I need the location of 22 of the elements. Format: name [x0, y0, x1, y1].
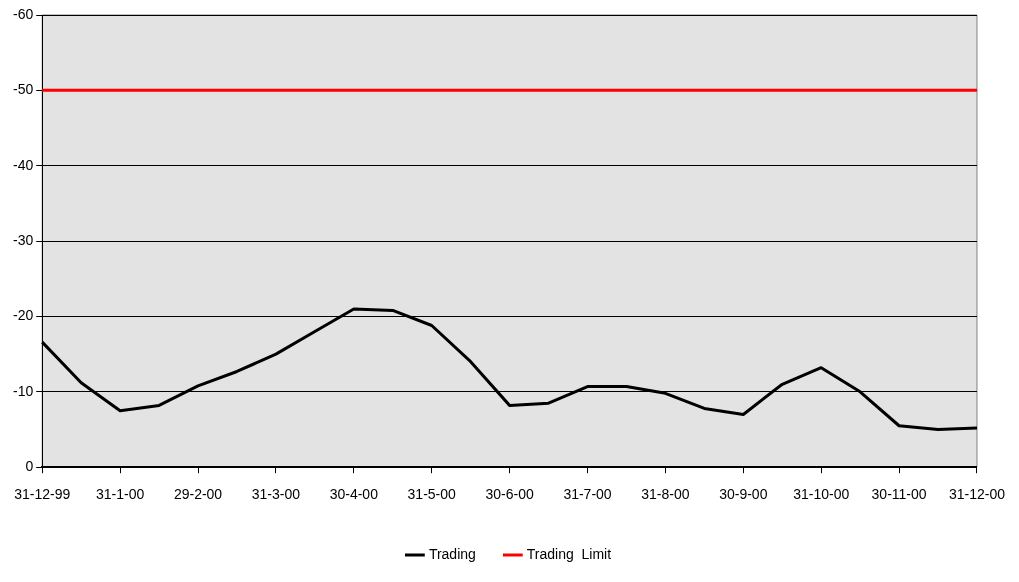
- y-tick-label: 0: [25, 458, 34, 475]
- x-tick-label: 30-9-00: [719, 486, 768, 503]
- y-tick-label: -60: [13, 5, 34, 22]
- y-tick-label: -40: [13, 156, 34, 173]
- x-tick-label: 30-4-00: [329, 486, 379, 503]
- x-tick-label: 29-2-00: [173, 486, 223, 503]
- x-tick-label: 31-1-00: [96, 486, 145, 503]
- y-tick-label: -20: [13, 307, 34, 324]
- legend-label: Trading: [428, 545, 476, 562]
- x-tick-label: 30-6-00: [485, 486, 534, 503]
- x-tick-label: 31-12-99: [14, 486, 71, 503]
- x-tick-label: 31-8-00: [641, 486, 690, 503]
- x-tick-label: 31-12-00: [948, 486, 1006, 503]
- y-tick-label: -30: [13, 231, 34, 248]
- x-tick-label: 31-7-00: [563, 486, 612, 503]
- x-tick-label: 31-10-00: [793, 486, 850, 503]
- y-tick-label: -50: [13, 81, 34, 98]
- x-tick-label: 31-3-00: [251, 486, 301, 503]
- legend-label: Trading Limit: [526, 545, 612, 562]
- x-tick-label: 30-11-00: [871, 486, 927, 503]
- y-tick-label: -10: [13, 382, 34, 399]
- x-tick-label: 31-5-00: [407, 486, 457, 503]
